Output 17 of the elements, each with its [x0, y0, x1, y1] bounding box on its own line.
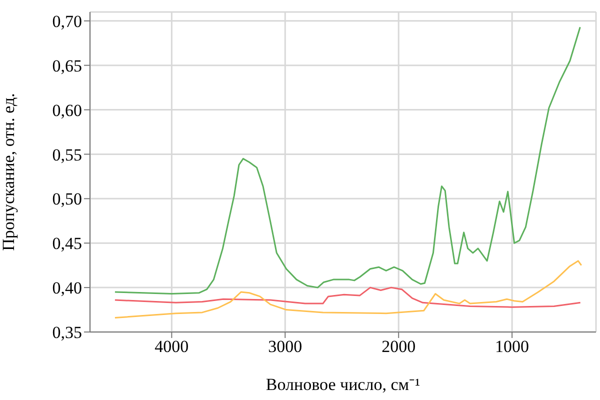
x-tick-label: 1000 [495, 337, 530, 356]
y-tick-label: 0,55 [52, 145, 82, 164]
line-series [114, 260, 582, 319]
line-series [114, 26, 581, 295]
x-tick-label: 3000 [268, 337, 302, 356]
y-tick-label: 0,45 [52, 234, 82, 254]
y-axis-title: Пропускание, отн. ед. [0, 93, 18, 251]
x-tick-label: 2000 [382, 337, 416, 356]
line-series [114, 286, 582, 308]
x-tick-label: 4000 [154, 337, 189, 356]
y-tick-label: 0,60 [52, 100, 82, 120]
y-tick-label: 0,40 [52, 278, 82, 298]
x-axis-title: Волновое число, см⁻¹ [266, 375, 420, 394]
y-tick-label: 0,65 [52, 56, 82, 76]
y-tick-label: 0,70 [52, 12, 82, 31]
y-tick-label: 0,35 [52, 323, 82, 342]
y-tick-label: 0,50 [52, 190, 82, 209]
